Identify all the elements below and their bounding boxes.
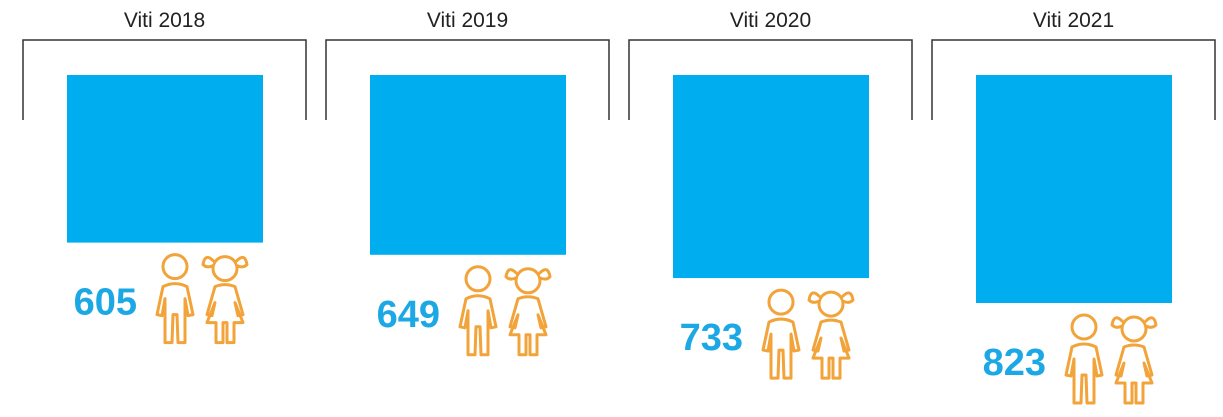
bracket (325, 39, 610, 120)
value-label: 649 (377, 294, 440, 336)
value-label: 823 (983, 342, 1046, 384)
children-icon (761, 288, 855, 380)
panel-title: Viti 2020 (730, 9, 811, 32)
panel-title: Viti 2019 (427, 9, 508, 32)
value-label: 605 (74, 282, 137, 324)
bar (67, 75, 263, 243)
panel-title: Viti 2018 (124, 9, 205, 32)
bracket (628, 39, 913, 120)
children-icon (458, 265, 552, 357)
children-icon (1064, 313, 1158, 405)
bracket (22, 39, 307, 120)
value-label: 733 (680, 317, 743, 359)
bracket (931, 39, 1216, 120)
bar (370, 75, 566, 255)
children-icon (155, 253, 249, 345)
bar (673, 75, 869, 279)
bar (976, 75, 1172, 303)
panel-title: Viti 2021 (1033, 9, 1114, 32)
